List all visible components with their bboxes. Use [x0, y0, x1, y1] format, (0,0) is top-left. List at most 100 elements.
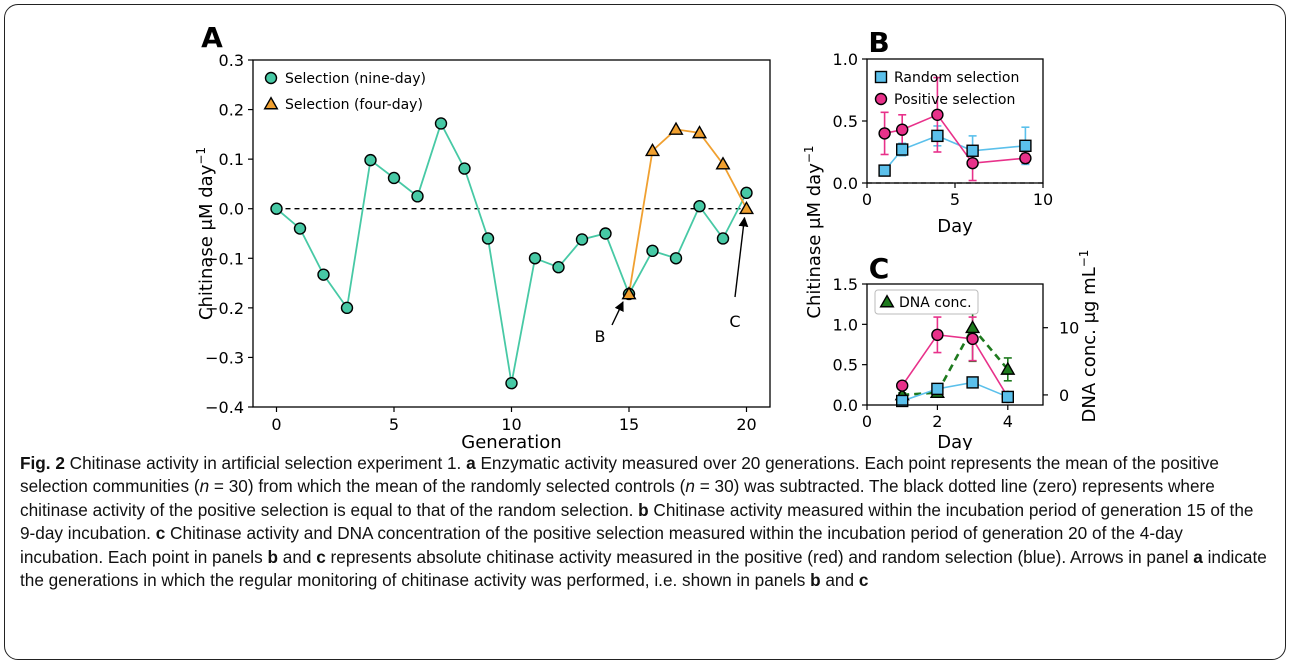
panel-c-axes-frame — [866, 283, 1044, 406]
panel-b-ytick-label-2: 1.0 — [833, 50, 858, 69]
panel-a-point-0-2 — [317, 268, 330, 281]
caption-ref-c-3: c — [858, 570, 869, 591]
caption-text-4: = 30) was subtracted. The black dotted l… — [20, 476, 1215, 520]
panel-c-point-2-2 — [966, 376, 979, 389]
panel-b-point-1-2 — [931, 108, 944, 122]
panel-b-letter: B — [868, 26, 889, 59]
panel-c-point-0-2 — [965, 319, 981, 334]
panel-c-ytick-label-0: 0.0 — [833, 396, 858, 415]
panel-c-legend-box — [874, 289, 979, 315]
panel-a-point-0-1 — [293, 222, 307, 235]
panel-a-ytick-label-6: 0.2 — [219, 101, 244, 120]
panel-a-point-0-10 — [505, 377, 518, 390]
panel-b-xtick-label-2: 10 — [1033, 190, 1053, 209]
panel-c-ylabel-right: DNA conc. μg mL−1 — [1077, 250, 1100, 423]
caption-n-1: n — [199, 476, 210, 497]
caption-ref-c-2: c — [316, 546, 326, 567]
panel-c-letter: C — [869, 252, 890, 285]
panel-a-ytick-label-4: 0.0 — [219, 200, 244, 219]
caption-text-10: and — [820, 570, 859, 591]
panel-b-legend-marker-1 — [874, 92, 888, 106]
caption-text-5: Chitinase activity measured within the i… — [20, 499, 1254, 544]
figure-chart-svg: 0 5 10 15 20−0.4−0.3−0.2−0.10.00.10.20.3Gene… — [194, 21, 1100, 450]
panel-a-point-0-11 — [528, 252, 542, 265]
panel-b-point-1-4 — [1019, 151, 1032, 165]
panel-c-legend-marker-0 — [879, 294, 895, 308]
panel-a-xtick-label-3: 15 — [619, 415, 639, 434]
panel-b-point-1-0 — [878, 127, 891, 140]
panel-c-ytick-label-1: 0.5 — [833, 356, 858, 375]
panel-a-point-0-18 — [693, 200, 706, 213]
panel-a-point-0-4 — [364, 153, 377, 167]
panel-a-point-0-13 — [575, 233, 589, 246]
panel-a-arrow-b — [611, 301, 624, 326]
panel-a-xtick-label-0: 0 — [271, 415, 281, 434]
caption-fig-label: Fig. 2 — [20, 453, 65, 473]
panel-a-point-0-12 — [552, 261, 565, 274]
panel-a-legend-marker-0 — [264, 71, 278, 85]
panel-c-xtick-label-2: 4 — [1003, 412, 1013, 431]
panel-b-point-0-3 — [966, 144, 979, 157]
panel-c-ytick-label-3: 1.5 — [833, 275, 858, 294]
caption-text-3: = 30) from which the mean of the randoml… — [209, 476, 686, 497]
panel-b-xtick-label-1: 5 — [950, 190, 960, 209]
panel-a-point-0-20 — [740, 186, 753, 200]
caption-text-9: indicate the generations in which the re… — [20, 546, 1267, 591]
panel-a-point-0-9 — [481, 232, 495, 245]
panel-c-point-2-3 — [1001, 390, 1014, 404]
panel-c-ytick-label-2: 1.0 — [833, 315, 858, 334]
figure-border — [4, 4, 1286, 660]
panel-b-legend-label-0: Random selection — [894, 70, 1019, 86]
panel-b-point-1-1 — [896, 123, 909, 136]
panels-bc-ylabel: Chitinase μM day−1 — [802, 145, 825, 318]
caption-ref-b-3: b — [810, 570, 821, 591]
panel-a-point-0-5 — [387, 171, 401, 185]
panel-c-point-0-3 — [1000, 361, 1016, 375]
panel-b-ytick-label-0: 0.0 — [833, 174, 858, 193]
panel-c-point-1-2 — [966, 332, 979, 346]
panel-a-point-0-6 — [411, 190, 424, 203]
panel-c-point-2-1 — [931, 382, 944, 396]
panel-a-point-1-4 — [715, 156, 731, 170]
panel-a-point-0-0 — [270, 202, 283, 215]
panel-a-ytick-label-7: 0.3 — [219, 51, 244, 70]
panel-a-point-1-3 — [691, 125, 708, 139]
panel-a-series-line-1 — [628, 128, 748, 295]
panel-b-point-0-4 — [1019, 139, 1032, 153]
panel-b-xlabel: Day — [937, 216, 973, 237]
caption-ref-b-2: b — [267, 546, 278, 567]
panel-b-legend-label-1: Positive selection — [894, 92, 1015, 108]
panel-b-point-1-3 — [966, 156, 979, 170]
caption-ref-b: b — [638, 499, 649, 520]
panel-b-point-0-0 — [878, 164, 891, 177]
caption-ref-a: a — [466, 453, 476, 473]
panel-a-ytick-label-0: −0.4 — [205, 398, 244, 417]
caption-text-8: represents absolute chitinase activity m… — [325, 546, 1194, 567]
panel-c-point-1-1 — [931, 328, 944, 342]
panel-a-point-1-5 — [738, 200, 755, 215]
panel-b-legend-marker-0 — [874, 70, 888, 84]
caption-text-1: Chitinase activity in artificial selecti… — [64, 453, 467, 473]
panel-a-ytick-label-2: −0.2 — [205, 299, 244, 318]
panel-a-point-0-3 — [340, 301, 354, 315]
panel-a-xtick-label-4: 20 — [736, 415, 756, 434]
panel-c-point-2-0 — [896, 394, 909, 408]
panel-c-point-1-0 — [896, 379, 909, 392]
panel-a-point-0-19 — [716, 232, 730, 245]
panel-a-legend-label-1: Selection (four-day) — [285, 97, 423, 113]
caption-ref-a-2: a — [1193, 546, 1203, 567]
panel-a-annotation-b: B — [595, 327, 606, 346]
panel-a-point-0-17 — [669, 252, 683, 265]
panel-c-series-line-1 — [901, 333, 1009, 398]
panel-a-point-0-8 — [458, 162, 471, 175]
panel-a-point-0-14 — [599, 227, 612, 240]
caption-ref-c: c — [155, 523, 166, 544]
panel-b-point-0-2 — [931, 129, 944, 143]
panel-a-point-0-7 — [434, 117, 448, 130]
panel-a-point-1-0 — [621, 286, 637, 300]
panel-a-legend-marker-1 — [263, 96, 279, 110]
panel-a-xtick-label-2: 10 — [501, 415, 521, 434]
panel-a-legend-label-0: Selection (nine-day) — [285, 71, 426, 87]
panel-c-legend-label-0: DNA conc. — [899, 295, 972, 311]
